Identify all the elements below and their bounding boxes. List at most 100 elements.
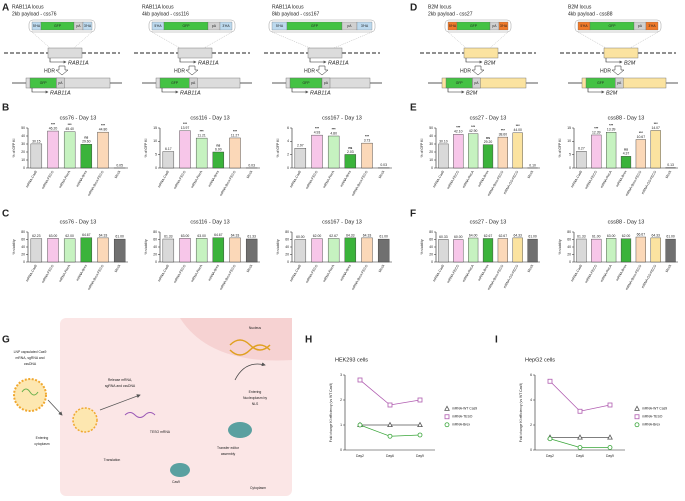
donor-frame xyxy=(444,19,512,33)
value-label: 61.00 xyxy=(592,235,601,239)
bar xyxy=(453,134,464,169)
marker xyxy=(417,397,423,403)
bar xyxy=(591,238,602,263)
x-tick-label: Day2 xyxy=(546,454,554,458)
value-label: 13.97 xyxy=(181,126,190,130)
value-label: 46.20 xyxy=(49,126,58,130)
gene-label: RAB11A xyxy=(310,90,331,96)
segment-label: 5'HA xyxy=(449,24,457,28)
y-tick-label: 60 xyxy=(567,237,571,241)
y-tick-label: 0 xyxy=(155,260,157,264)
x-tick-label: mRNA-Cas9 xyxy=(289,264,302,283)
x-tick-label: Mock xyxy=(114,264,122,273)
y-tick-label: 20 xyxy=(429,150,433,154)
locus-title: RAB11A locus xyxy=(12,4,44,10)
bar xyxy=(195,137,208,169)
pa-label: pA xyxy=(324,81,329,85)
x-tick-label: mRNA-Cas9 xyxy=(570,264,583,283)
value-label: 61.00 xyxy=(115,235,124,239)
locus-title: B2M locus xyxy=(568,4,592,10)
x-tick-label: mRNA-Cas9 xyxy=(157,170,170,189)
gene-box xyxy=(463,47,499,59)
gene-arrow xyxy=(49,58,67,64)
pa-label: pA xyxy=(474,81,479,85)
significance-label: *** xyxy=(594,126,599,130)
x-tick-label: mRNA-Brex xyxy=(615,264,628,282)
value-label: 63.00 xyxy=(181,234,190,238)
significance-label: *** xyxy=(332,127,337,131)
value-label: 61.00 xyxy=(528,235,537,239)
bar xyxy=(311,134,323,169)
x-tick-label: Mock xyxy=(665,264,673,273)
x-tick-label: Day9 xyxy=(606,454,614,458)
bar xyxy=(245,238,258,263)
value-label: 62.00 xyxy=(622,234,631,238)
pa-label: pA xyxy=(617,81,622,85)
locus-subtitle: 4kb payload - css116 xyxy=(142,11,189,17)
y-axis-label: % of GFP KI xyxy=(144,139,148,158)
chart-title: css167 - Day 13 xyxy=(322,115,362,121)
value-label: 61.00 xyxy=(379,235,388,239)
y-tick-label: 0 xyxy=(340,448,342,452)
value-label: 44.00 xyxy=(513,128,522,132)
marker xyxy=(607,402,613,408)
y-axis-label: Fold change KI efficiency (vs WT Cas9) xyxy=(329,383,333,442)
x-tick-label: mRNA-Brex-FECO xyxy=(351,170,369,197)
value-label: 64.67 xyxy=(214,233,223,237)
bar xyxy=(453,239,464,263)
chart-title: HepG2 cells xyxy=(525,357,555,363)
x-tick-label: mRNA-FECO xyxy=(446,264,460,284)
x-tick-label: mRNA-FECO xyxy=(41,264,55,284)
marker xyxy=(387,402,393,408)
x-tick-label: mRNA-Brex xyxy=(207,170,220,188)
hdr-arrow xyxy=(611,65,625,76)
marker xyxy=(417,432,423,438)
x-tick-label: mRNA-FECO xyxy=(584,264,598,284)
x-tick-label: mRNA-GS-FECO xyxy=(641,170,658,195)
segment-label: 3'HA xyxy=(361,24,369,28)
segment-label: 5'HA xyxy=(276,24,284,28)
bar xyxy=(47,130,59,169)
bar xyxy=(47,238,59,263)
marker xyxy=(577,445,583,450)
y-axis-label: % viability xyxy=(558,239,562,254)
y-tick-label: 80 xyxy=(285,230,289,234)
panel-letter: C xyxy=(2,209,9,220)
value-label: 29.60 xyxy=(82,140,91,144)
schematic-label: cytoplasm xyxy=(34,442,49,446)
x-tick-label: Day6 xyxy=(386,454,394,458)
y-tick-label: 0 xyxy=(155,166,157,170)
gene-label: RAB11A xyxy=(68,60,89,66)
x-tick-label: Day6 xyxy=(576,454,584,458)
significance-label: *** xyxy=(101,124,106,128)
y-tick-label: 0 xyxy=(431,166,433,170)
value-label: 64.33 xyxy=(363,233,372,237)
x-tick-label: mRNA-Brex xyxy=(339,170,352,188)
gene-arrow xyxy=(447,88,465,94)
y-tick-label: 40 xyxy=(21,245,25,249)
chart-title: css88 - Day 13 xyxy=(608,219,645,225)
homology-line xyxy=(73,31,93,49)
marker xyxy=(417,421,423,427)
bar xyxy=(63,131,76,169)
value-label: 63.00 xyxy=(197,234,206,238)
x-tick-label: mRNA-FECO xyxy=(446,170,460,190)
hdr-arrow xyxy=(315,65,329,76)
y-axis-label: % viability xyxy=(144,239,148,254)
value-label: 12.39 xyxy=(592,130,601,134)
significance-label: *** xyxy=(654,122,659,126)
gene-label: B2M xyxy=(484,60,496,66)
bar xyxy=(80,237,93,263)
y-tick-label: 2 xyxy=(530,423,532,427)
schematic-label: Transfer editor xyxy=(217,446,240,450)
homology-line xyxy=(271,31,311,49)
y-axis-label: % of GFP KI xyxy=(276,139,280,158)
x-tick-label: mRNA-FECO xyxy=(173,170,187,190)
gene-arrow xyxy=(309,58,327,64)
bar xyxy=(606,132,617,169)
x-tick-label: mRNA-Cas9 xyxy=(432,264,445,283)
donor-segment xyxy=(498,21,509,31)
x-tick-label: mRNA-Brex-FECO xyxy=(87,170,105,197)
value-label: 60.00 xyxy=(454,235,463,239)
